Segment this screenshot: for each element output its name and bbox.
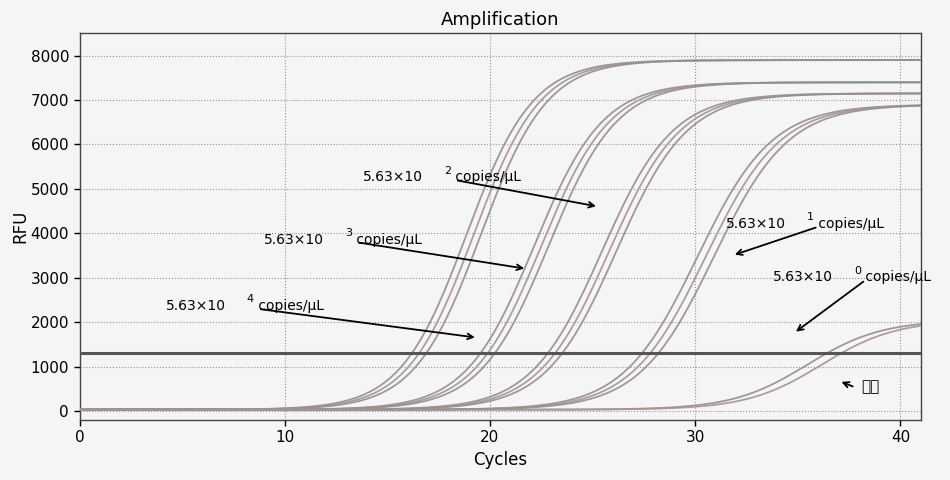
Text: 5.63×10: 5.63×10 xyxy=(773,270,833,285)
Text: copies/μL: copies/μL xyxy=(352,233,423,247)
Text: copies/μL: copies/μL xyxy=(862,270,931,285)
Title: Amplification: Amplification xyxy=(441,11,560,29)
Text: copies/μL: copies/μL xyxy=(451,170,521,184)
Text: 5.63×10: 5.63×10 xyxy=(363,170,423,184)
Text: copies/μL: copies/μL xyxy=(814,217,884,231)
Text: 5.63×10: 5.63×10 xyxy=(165,300,226,313)
Text: 5.63×10: 5.63×10 xyxy=(264,233,324,247)
Y-axis label: RFU: RFU xyxy=(11,210,29,243)
Text: 5.63×10: 5.63×10 xyxy=(726,217,786,231)
Text: 3: 3 xyxy=(345,228,352,238)
X-axis label: Cycles: Cycles xyxy=(473,451,527,469)
Text: 空白: 空白 xyxy=(862,379,880,394)
Text: 4: 4 xyxy=(247,294,254,304)
Text: copies/μL: copies/μL xyxy=(254,300,324,313)
Text: 2: 2 xyxy=(444,166,451,176)
Text: 1: 1 xyxy=(808,212,814,222)
Text: 0: 0 xyxy=(854,265,862,276)
